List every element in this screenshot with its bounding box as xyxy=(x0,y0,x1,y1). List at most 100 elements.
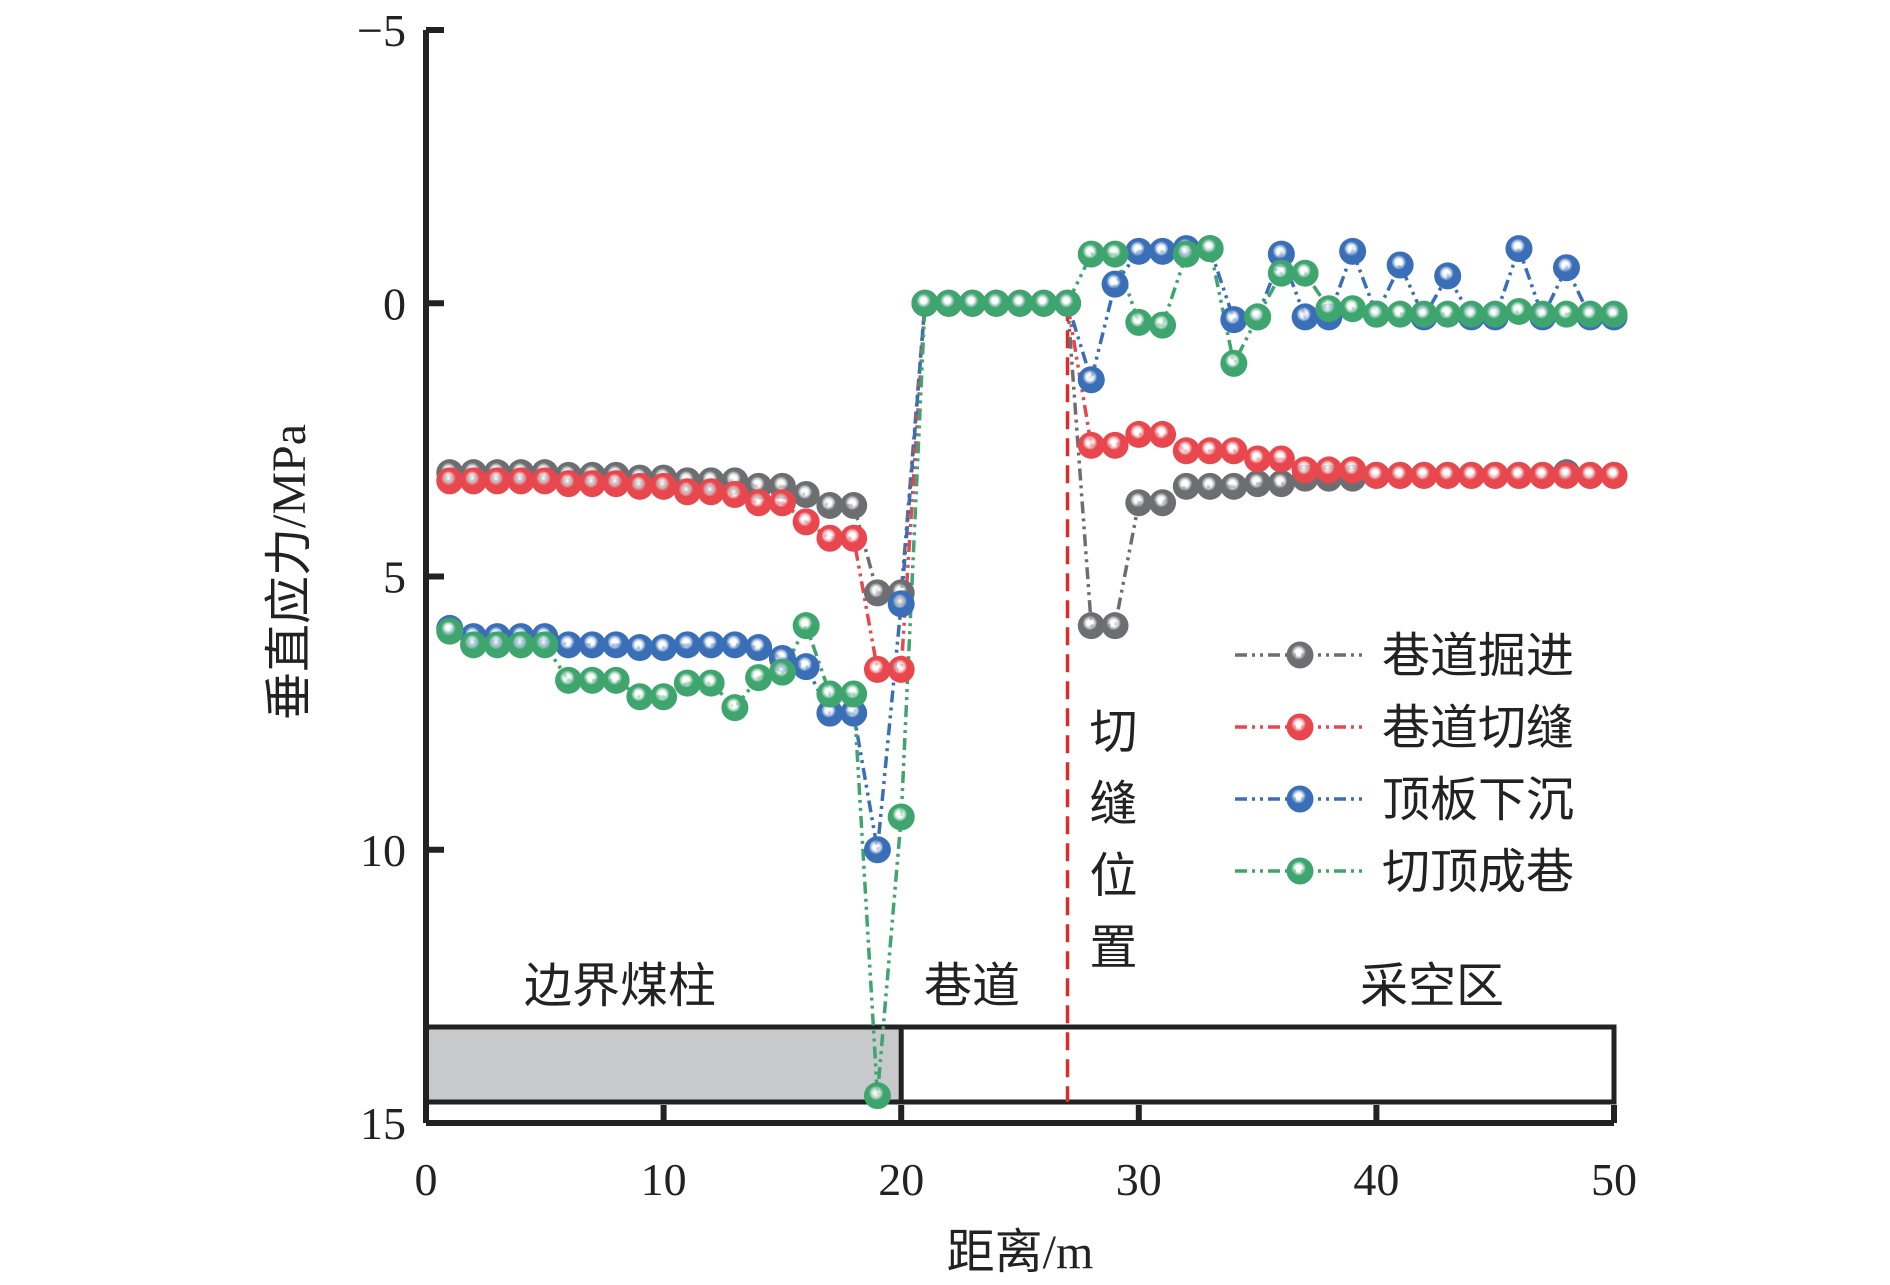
data-point xyxy=(887,655,915,683)
cut-position-label: 切缝位置 xyxy=(1082,706,1137,994)
data-point xyxy=(840,491,868,519)
x-tick-label: 40 xyxy=(1353,1154,1399,1205)
data-point xyxy=(1339,237,1367,265)
data-point xyxy=(958,289,986,317)
zone-band-0 xyxy=(426,1027,902,1102)
data-point xyxy=(863,579,891,607)
data-point xyxy=(935,289,963,317)
data-point xyxy=(650,683,678,711)
y-tick-label: −5 xyxy=(357,5,406,56)
data-point xyxy=(555,631,583,659)
series-group xyxy=(436,235,1628,1110)
legend-label: 顶板下沉 xyxy=(1382,774,1574,827)
data-point xyxy=(792,481,820,509)
y-axis-label: 垂直应力/MPa xyxy=(263,424,316,720)
data-point xyxy=(1149,237,1177,265)
data-point xyxy=(863,655,891,683)
y-tick-label: 15 xyxy=(360,1098,406,1149)
y-tick-label: 0 xyxy=(383,278,406,329)
data-point xyxy=(507,631,535,659)
data-point xyxy=(721,481,749,509)
data-point xyxy=(697,669,725,697)
y-tick-label: 5 xyxy=(383,552,406,603)
data-point xyxy=(1434,300,1462,328)
data-point xyxy=(745,634,773,662)
data-point xyxy=(673,478,701,506)
data-point xyxy=(1457,461,1485,489)
data-point xyxy=(1077,431,1105,459)
data-point xyxy=(436,617,464,645)
data-point xyxy=(1172,437,1200,465)
data-point xyxy=(1291,259,1319,287)
data-point xyxy=(840,680,868,708)
data-point xyxy=(555,470,583,498)
data-point xyxy=(626,683,654,711)
x-axis-label: 距离/m xyxy=(947,1226,1094,1279)
data-point xyxy=(863,1082,891,1110)
data-point xyxy=(578,470,606,498)
data-point xyxy=(483,631,511,659)
legend-marker xyxy=(1286,785,1314,813)
x-tick-label: 0 xyxy=(415,1154,438,1205)
legend-label: 切顶成巷 xyxy=(1382,846,1574,899)
data-point xyxy=(626,472,654,500)
data-point xyxy=(1410,461,1438,489)
data-point xyxy=(721,631,749,659)
data-point xyxy=(1600,300,1628,328)
data-point xyxy=(578,666,606,694)
data-point xyxy=(1006,289,1034,317)
data-point xyxy=(1291,456,1319,484)
data-point xyxy=(1125,237,1153,265)
x-tick-label: 10 xyxy=(641,1154,687,1205)
data-point xyxy=(1434,262,1462,290)
data-point xyxy=(792,653,820,681)
data-point xyxy=(1339,295,1367,323)
data-point xyxy=(1149,311,1177,339)
data-point xyxy=(1220,472,1248,500)
data-point xyxy=(1386,461,1414,489)
data-point xyxy=(1244,470,1272,498)
data-point xyxy=(1149,489,1177,517)
series-line-0 xyxy=(449,301,1614,628)
data-point xyxy=(650,634,678,662)
data-point xyxy=(578,631,606,659)
data-point xyxy=(1054,289,1082,317)
data-point xyxy=(1291,303,1319,331)
data-point xyxy=(1101,612,1129,640)
data-point xyxy=(887,803,915,831)
y-tick-label: 10 xyxy=(360,825,406,876)
data-point xyxy=(1386,251,1414,279)
data-point xyxy=(1505,297,1533,325)
data-point xyxy=(1101,270,1129,298)
labels: 距离/m 垂直应力/MPa xyxy=(263,424,1093,1279)
data-point xyxy=(721,694,749,722)
data-point xyxy=(555,666,583,694)
data-point xyxy=(1244,445,1272,473)
data-point xyxy=(887,590,915,618)
data-point xyxy=(1529,300,1557,328)
data-point xyxy=(531,467,559,495)
data-point xyxy=(1172,240,1200,268)
data-point xyxy=(460,631,488,659)
data-point xyxy=(626,634,654,662)
zone-band-1 xyxy=(901,1027,1068,1102)
data-point xyxy=(840,699,868,727)
data-point xyxy=(863,836,891,864)
data-point xyxy=(1434,461,1462,489)
data-point xyxy=(1149,420,1177,448)
data-point xyxy=(1315,295,1343,323)
data-point xyxy=(1077,612,1105,640)
data-point xyxy=(1315,456,1343,484)
legend-marker xyxy=(1286,641,1314,669)
data-point xyxy=(1339,456,1367,484)
data-point xyxy=(1552,254,1580,282)
zone-label: 边界煤柱 xyxy=(524,960,716,1013)
data-point xyxy=(1125,420,1153,448)
data-point xyxy=(1505,235,1533,263)
data-point xyxy=(768,489,796,517)
data-point xyxy=(1267,445,1295,473)
data-point xyxy=(507,467,535,495)
data-point xyxy=(816,491,844,519)
zone-bands: 边界煤柱 巷道 采空区 xyxy=(423,960,1617,1105)
